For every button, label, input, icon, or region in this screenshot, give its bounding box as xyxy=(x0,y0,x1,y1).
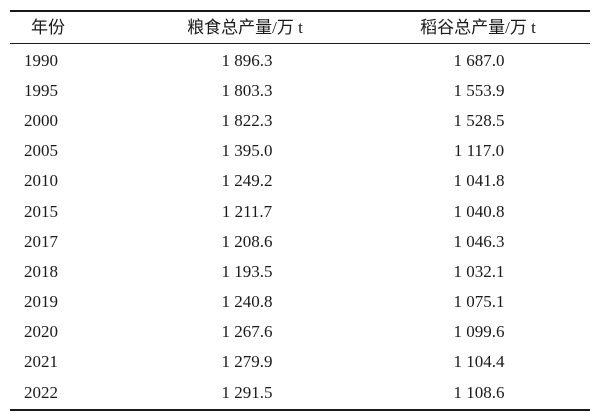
cell-grain: 1 279.9 xyxy=(221,352,273,372)
cell-year: 1995 xyxy=(24,80,58,100)
cell-grain: 1 803.3 xyxy=(221,80,273,100)
cell-year: 2010 xyxy=(24,171,58,191)
cell-rice: 1 687.0 xyxy=(453,50,505,70)
table-row: 2021 1 279.9 1 104.4 xyxy=(10,347,590,377)
cell-grain: 1 291.5 xyxy=(221,382,273,402)
cell-grain: 1 193.5 xyxy=(221,261,273,281)
cell-year: 2019 xyxy=(24,292,58,312)
cell-year: 2022 xyxy=(24,382,58,402)
table-row: 2020 1 267.6 1 099.6 xyxy=(10,317,590,347)
table-row: 2022 1 291.5 1 108.6 xyxy=(10,377,590,407)
cell-rice: 1 046.3 xyxy=(453,231,505,251)
header-rice-total: 稻谷总产量/万 t xyxy=(420,18,536,37)
cell-grain: 1 267.6 xyxy=(221,322,273,342)
cell-rice: 1 528.5 xyxy=(453,110,505,130)
table-row: 1995 1 803.3 1 553.9 xyxy=(10,75,590,105)
cell-grain: 1 249.2 xyxy=(221,171,273,191)
cell-rice: 1 104.4 xyxy=(453,352,505,372)
header-grain-total: 粮食总产量/万 t xyxy=(187,18,303,37)
table-bottom-rule xyxy=(10,409,590,412)
table-row: 1990 1 896.3 1 687.0 xyxy=(10,45,590,75)
cell-year: 2000 xyxy=(24,110,58,130)
cell-rice: 1 075.1 xyxy=(453,292,505,312)
cell-rice: 1 040.8 xyxy=(453,201,505,221)
cell-rice: 1 041.8 xyxy=(453,171,505,191)
cell-year: 2020 xyxy=(24,322,58,342)
table-header-rule xyxy=(10,43,590,44)
cell-year: 2021 xyxy=(24,352,58,372)
cell-rice: 1 553.9 xyxy=(453,80,505,100)
cell-grain: 1 211.7 xyxy=(221,201,273,221)
cell-year: 2018 xyxy=(24,261,58,281)
cell-year: 2017 xyxy=(24,231,58,251)
cell-grain: 1 240.8 xyxy=(221,292,273,312)
cell-grain: 1 395.0 xyxy=(221,141,273,161)
cell-rice: 1 099.6 xyxy=(453,322,505,342)
cell-year: 1990 xyxy=(24,50,58,70)
table-row: 2018 1 193.5 1 032.1 xyxy=(10,256,590,286)
table-row: 2010 1 249.2 1 041.8 xyxy=(10,166,590,196)
table-row: 2017 1 208.6 1 046.3 xyxy=(10,226,590,256)
table-row: 2019 1 240.8 1 075.1 xyxy=(10,287,590,317)
cell-rice: 1 032.1 xyxy=(453,261,505,281)
table-header-row: 年份 粮食总产量/万 t 稻谷总产量/万 t xyxy=(10,12,590,43)
cell-year: 2015 xyxy=(24,201,58,221)
table-row: 2015 1 211.7 1 040.8 xyxy=(10,196,590,226)
cell-rice: 1 117.0 xyxy=(453,141,505,161)
table-body: 1990 1 896.3 1 687.0 1995 1 803.3 1 553.… xyxy=(10,44,590,409)
table-row: 2000 1 822.3 1 528.5 xyxy=(10,105,590,135)
table-top-rule xyxy=(10,10,590,12)
cell-grain: 1 822.3 xyxy=(221,110,273,130)
cell-rice: 1 108.6 xyxy=(453,382,505,402)
cell-year: 2005 xyxy=(24,141,58,161)
table-row: 2005 1 395.0 1 117.0 xyxy=(10,136,590,166)
data-table: 年份 粮食总产量/万 t 稻谷总产量/万 t 1990 1 896.3 1 68… xyxy=(10,10,590,412)
cell-grain: 1 896.3 xyxy=(221,50,273,70)
header-year: 年份 xyxy=(31,18,65,37)
cell-grain: 1 208.6 xyxy=(221,231,273,251)
